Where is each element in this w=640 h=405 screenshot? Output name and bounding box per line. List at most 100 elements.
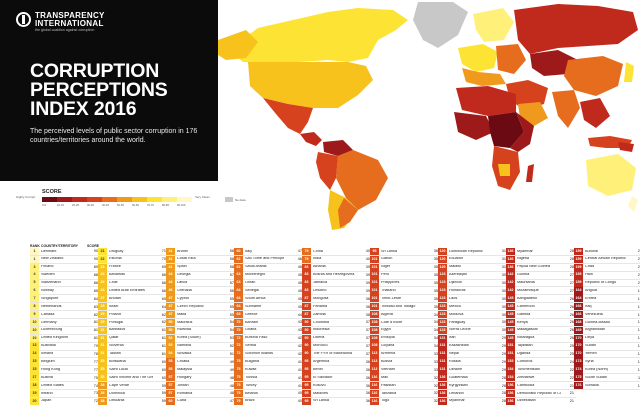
- country-cell: Ethiopia: [381, 336, 395, 340]
- rank-cell: 53: [166, 342, 175, 350]
- score-cell: 27: [569, 281, 574, 285]
- rank-cell: 90: [302, 342, 311, 350]
- region-india: [552, 90, 580, 128]
- rank-cell: 29: [98, 318, 107, 327]
- table-row: 70 Bahrain 43: [234, 318, 304, 327]
- score-cell: 89: [93, 265, 98, 270]
- rank-cell: 31: [98, 350, 107, 358]
- rank-cell: 95: [302, 389, 311, 398]
- region-alaska: [218, 30, 258, 60]
- ranking-column: 60 Italy 47 62 Sao Tome and Principe 46 62 Saud…: [234, 241, 304, 405]
- rank-cell: 64: [234, 271, 243, 279]
- rank-cell: 60: [166, 397, 175, 405]
- score-cell: 26: [569, 328, 574, 333]
- score-cell: 45: [297, 288, 302, 293]
- table-row: 75 Bulgaria 41: [234, 358, 304, 367]
- rank-cell: 136: [506, 255, 515, 264]
- score-cell: 20: [637, 273, 640, 278]
- score-cell: 34: [433, 320, 438, 325]
- rank-cell: 38: [98, 397, 107, 405]
- score-cell: 52: [229, 344, 234, 349]
- score-cell: 39: [365, 281, 370, 285]
- region-central-america: [300, 132, 322, 146]
- table-row: 113 Bolivia 33: [370, 358, 440, 367]
- score-cell: 90: [93, 249, 98, 254]
- score-cell: 18: [637, 296, 640, 301]
- table-row: 55 Croatia 49: [166, 358, 236, 367]
- rank-cell: 142: [506, 287, 515, 295]
- country-cell: Brazil: [245, 399, 255, 403]
- rank-cell: 20: [30, 397, 39, 405]
- rank-cell: 159: [574, 247, 583, 256]
- table-row: 136 Nigeria 28: [506, 255, 576, 264]
- ti-logo: TRANSPARENCY INTERNATIONAL the global co…: [16, 12, 105, 33]
- country-cell: Suriname: [245, 304, 262, 308]
- legend-swatch: [87, 197, 102, 202]
- score-cell: 31: [501, 257, 506, 262]
- table-row: 90 Morocco 37: [302, 342, 372, 351]
- rank-cell: 29: [98, 310, 107, 319]
- country-cell: Argentina: [313, 360, 330, 364]
- rank-cell: 47: [166, 302, 175, 311]
- score-cell: 41: [297, 375, 302, 380]
- score-cell: 16: [637, 320, 640, 325]
- country-cell: Rwanda: [177, 328, 191, 332]
- score-cell: 62: [161, 312, 166, 317]
- ranking-column: RANK COUNTRY/TERRITORY SCORE 1 Denmark 90 1 New…: [30, 241, 100, 405]
- country-cell: Hong Kong: [41, 367, 60, 371]
- rank-cell: 173: [574, 358, 583, 366]
- rank-cell: 170: [574, 350, 583, 358]
- rank-cell: 64: [234, 287, 243, 295]
- rank-cell: 164: [574, 287, 583, 295]
- table-row: 3 Finland 89: [30, 263, 100, 272]
- country-cell: Haiti: [585, 273, 593, 277]
- score-cell: 88: [93, 273, 98, 278]
- rank-cell: 136: [506, 247, 515, 256]
- rank-cell: 168: [574, 318, 583, 327]
- score-cell: 53: [229, 336, 234, 341]
- rank-cell: 90: [302, 318, 311, 327]
- rank-cell: 95: [302, 366, 311, 374]
- score-cell: 69: [161, 265, 166, 270]
- table-row: 57 Hungary 48: [166, 374, 236, 383]
- rank-cell: 108: [370, 334, 379, 342]
- table-row: 95 Argentina 36: [302, 358, 372, 367]
- score-cell: 61: [161, 336, 166, 341]
- legend-swatch: [177, 197, 192, 202]
- rank-cell: 24: [98, 287, 107, 295]
- score-cell: 45: [297, 281, 302, 285]
- country-cell: Indonesia: [313, 328, 330, 332]
- table-row: 87 Zambia 38: [302, 310, 372, 320]
- table-row: 27 Bhutan 65: [98, 295, 168, 304]
- table-row: 79 India 40: [302, 255, 372, 264]
- country-cell: Czech Republic: [177, 304, 204, 308]
- rank-cell: 145: [506, 310, 515, 319]
- table-row: 31 Qatar 61: [98, 334, 168, 343]
- rank-cell: 101: [370, 279, 379, 287]
- table-row: 90 The FYR of Macedonia 37: [302, 350, 372, 359]
- country-cell: Honduras: [449, 289, 466, 292]
- org-name-line2: INTERNATIONAL: [35, 19, 104, 28]
- table-row: 120 Dominican Republic 31: [438, 247, 508, 256]
- table-row: 35 Botswana 60: [98, 358, 168, 367]
- score-cell: 42: [297, 336, 302, 341]
- score-cell: 41: [297, 367, 302, 372]
- country-cell: Panama: [313, 304, 328, 308]
- table-row: 75 Tunisia 41: [234, 374, 304, 383]
- score-cell: 77: [93, 367, 98, 372]
- table-row: 50 Rwanda 54: [166, 326, 236, 335]
- score-cell: 35: [433, 296, 438, 301]
- country-cell: Cape Verde: [109, 383, 130, 387]
- rank-cell: 113: [370, 350, 379, 358]
- legend-high-label: Very Clean: [195, 195, 210, 199]
- country-cell: Madagascar: [517, 328, 538, 332]
- table-row: 75 Kuwait 41: [234, 366, 304, 375]
- table-row: 116 Togo 32: [370, 397, 440, 405]
- table-row: 145 Gambia 26: [506, 310, 576, 320]
- table-row: 113 Armenia 33: [370, 350, 440, 359]
- score-cell: 42: [297, 352, 302, 357]
- table-row: 15 Belgium 77: [30, 358, 100, 367]
- region-north-africa: [456, 86, 516, 116]
